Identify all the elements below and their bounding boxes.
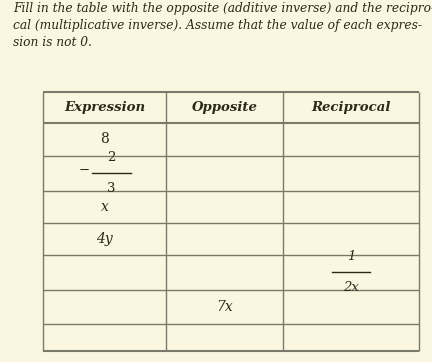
Text: x: x (101, 200, 109, 214)
Text: Fill in the table with the opposite (additive inverse) and the recipro-: Fill in the table with the opposite (add… (13, 2, 432, 15)
Text: sion is not 0.: sion is not 0. (13, 36, 92, 49)
Text: −: − (79, 164, 90, 177)
Text: Reciprocal: Reciprocal (311, 101, 391, 114)
Text: 3: 3 (107, 182, 115, 195)
Text: 8: 8 (100, 132, 109, 146)
Text: Opposite: Opposite (192, 101, 257, 114)
Text: 4y: 4y (96, 232, 113, 246)
Text: 2x: 2x (343, 281, 359, 294)
Text: cal (multiplicative inverse). Assume that the value of each expres-: cal (multiplicative inverse). Assume tha… (13, 19, 422, 32)
Text: 7x: 7x (216, 300, 233, 314)
Text: 2: 2 (107, 151, 115, 164)
Text: Expression: Expression (64, 101, 145, 114)
Text: 1: 1 (347, 250, 355, 263)
